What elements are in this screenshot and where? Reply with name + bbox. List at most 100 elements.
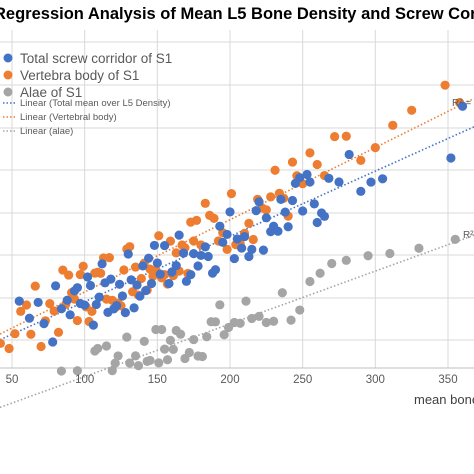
data-point-0 [72, 283, 82, 293]
data-point-2 [286, 315, 296, 325]
data-point-2 [450, 234, 460, 244]
data-point-0 [39, 318, 49, 329]
data-point-1 [72, 315, 82, 326]
data-point-0 [319, 211, 330, 221]
data-point-0 [178, 248, 189, 258]
data-point-0 [120, 308, 130, 318]
data-point-0 [305, 177, 315, 187]
x-tick-label: 200 [220, 374, 239, 386]
data-point-1 [0, 338, 5, 348]
data-point-1 [287, 157, 298, 167]
data-point-0 [82, 272, 93, 282]
data-point-1 [191, 215, 202, 226]
data-point-0 [160, 240, 170, 251]
data-point-0 [247, 244, 257, 254]
data-point-0 [222, 229, 232, 240]
data-point-1 [36, 341, 46, 352]
data-point-1 [125, 242, 135, 252]
data-point-0 [229, 253, 239, 264]
data-point-1 [136, 273, 146, 284]
data-point-2 [157, 324, 167, 335]
data-point-0 [258, 245, 269, 255]
data-point-1 [370, 143, 380, 153]
data-point-2 [219, 330, 229, 340]
data-point-2 [72, 366, 82, 376]
data-point-0 [146, 278, 157, 289]
x-tick-label: 100 [75, 374, 94, 386]
x-tick-label: 50 [6, 374, 19, 386]
data-point-2 [247, 313, 257, 324]
data-point-0 [273, 226, 283, 236]
legend-marker-alae [3, 87, 13, 97]
data-point-1 [341, 131, 351, 141]
data-point-0 [309, 199, 319, 209]
data-point-0 [287, 195, 298, 206]
data-point-0 [237, 243, 247, 253]
data-point-2 [139, 336, 149, 346]
data-point-0 [171, 261, 181, 271]
data-point-0 [174, 230, 184, 240]
data-point-2 [107, 366, 117, 376]
data-point-1 [87, 306, 97, 316]
data-point-2 [165, 335, 176, 345]
data-point-1 [270, 165, 280, 175]
data-point-0 [24, 313, 35, 323]
data-point-0 [244, 251, 254, 262]
data-point-1 [222, 244, 232, 254]
data-point-1 [78, 261, 88, 271]
data-point-0 [215, 221, 225, 231]
data-point-2 [113, 351, 123, 361]
data-point-0 [196, 250, 206, 261]
data-point-0 [149, 240, 160, 251]
data-point-2 [122, 332, 132, 342]
legend-marker-total [3, 53, 13, 63]
data-point-2 [305, 276, 315, 287]
data-point-0 [106, 274, 116, 284]
data-point-2 [414, 243, 424, 253]
r-squared-lower: R² [463, 230, 474, 241]
data-point-2 [327, 258, 337, 269]
data-point-1 [244, 218, 254, 228]
data-point-0 [232, 234, 242, 244]
legend-label-total: Total screw corridor of S1 [20, 51, 172, 66]
data-point-2 [315, 268, 325, 278]
data-point-1 [312, 159, 322, 170]
data-point-0 [251, 206, 261, 216]
data-point-2 [168, 344, 178, 354]
data-point-2 [145, 355, 155, 366]
data-point-0 [295, 173, 305, 183]
data-point-2 [215, 300, 225, 310]
data-point-2 [385, 248, 395, 259]
data-point-2 [269, 316, 279, 326]
r-squared-upper: R² = [452, 98, 471, 109]
data-point-0 [356, 186, 366, 196]
data-point-0 [144, 253, 154, 263]
data-point-2 [202, 332, 212, 342]
legend-label-vertebra: Vertebra body of S1 [20, 68, 139, 83]
data-point-0 [261, 213, 271, 223]
data-point-1 [21, 300, 32, 310]
data-point-1 [96, 268, 106, 278]
data-point-0 [312, 217, 322, 228]
data-point-2 [363, 251, 373, 261]
data-point-2 [210, 317, 221, 327]
data-point-0 [283, 222, 293, 232]
data-point-2 [241, 296, 251, 306]
data-points [0, 80, 468, 376]
data-point-0 [324, 173, 334, 183]
data-point-0 [302, 169, 312, 180]
data-point-0 [14, 296, 24, 306]
data-point-0 [334, 177, 344, 187]
data-point-0 [203, 251, 213, 262]
data-point-1 [119, 265, 129, 275]
data-point-1 [10, 329, 20, 339]
data-point-1 [440, 80, 450, 90]
data-point-2 [295, 305, 305, 315]
data-point-0 [181, 276, 191, 286]
data-point-0 [225, 207, 235, 217]
data-point-2 [189, 334, 199, 345]
data-point-0 [152, 258, 162, 268]
data-point-0 [91, 299, 101, 310]
data-point-0 [132, 280, 142, 290]
